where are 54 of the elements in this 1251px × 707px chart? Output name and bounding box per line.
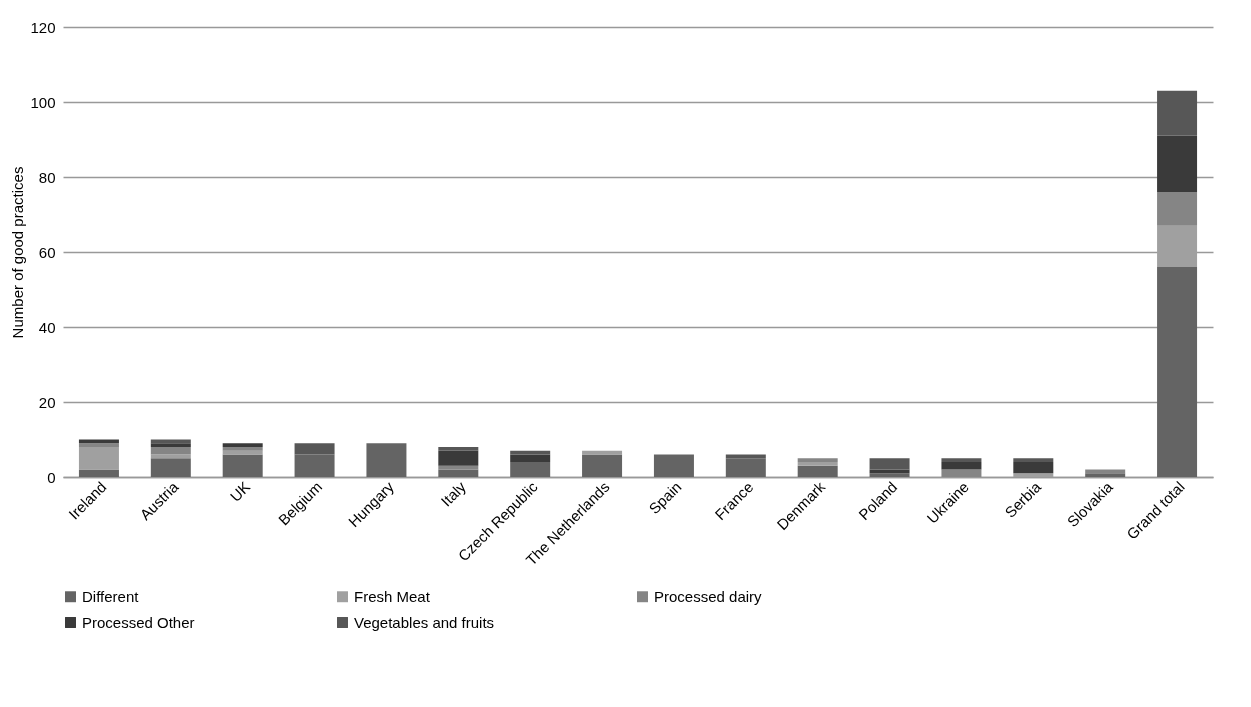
bar (941, 458, 982, 462)
bar (582, 454, 623, 477)
y-axis-title: Number of good practices (9, 166, 27, 339)
bar (797, 458, 838, 462)
bar (78, 443, 119, 447)
legend-label: Processed dairy (654, 587, 763, 605)
bar (510, 450, 551, 455)
bar (438, 469, 479, 477)
y-tick-label: 40 (38, 318, 56, 336)
bar (1157, 135, 1198, 192)
legend-label: Fresh Meat (354, 587, 431, 605)
y-tick-label: 80 (38, 168, 56, 186)
bar (582, 450, 623, 455)
bar (222, 443, 263, 447)
bar (653, 454, 694, 477)
bar (797, 462, 838, 466)
bar (438, 447, 479, 451)
bar (797, 465, 838, 477)
bar (869, 473, 910, 477)
bar (150, 458, 191, 477)
bar (438, 465, 479, 470)
bar (725, 458, 766, 477)
y-tick-label: 100 (30, 93, 56, 111)
x-tick-label: Italy (437, 477, 470, 510)
bar (78, 447, 119, 470)
bar (150, 443, 191, 447)
bar (222, 447, 263, 451)
bar (222, 454, 263, 477)
legend-label: Different (82, 587, 140, 605)
bar (941, 462, 982, 470)
bar (1157, 90, 1198, 136)
bar (1013, 458, 1054, 462)
bar (1157, 267, 1198, 477)
legend-label: Vegetables and fruits (354, 613, 495, 631)
bar (510, 462, 551, 477)
bar (294, 454, 335, 477)
x-tick-label: UK (226, 478, 254, 505)
bar (438, 450, 479, 466)
bar (869, 458, 910, 470)
bar (510, 454, 551, 462)
y-tick-label: 20 (38, 393, 56, 411)
bar (941, 469, 982, 477)
y-tick-label: 60 (38, 243, 56, 261)
bar (78, 469, 119, 477)
bar (1085, 473, 1126, 477)
bar (1013, 462, 1054, 474)
bar (1157, 192, 1198, 226)
bar (150, 447, 191, 455)
y-tick-label: 120 (30, 18, 56, 36)
bar (366, 443, 407, 477)
legend-label: Processed Other (82, 613, 195, 631)
bar (222, 450, 263, 455)
bar (294, 443, 335, 455)
y-tick-label: 0 (47, 468, 56, 486)
